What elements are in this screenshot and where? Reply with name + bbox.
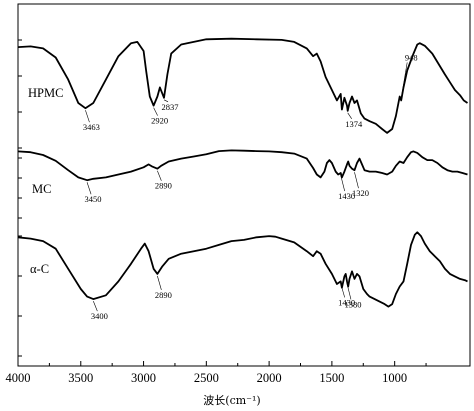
peak-leader [157, 170, 162, 181]
peak-label: 948 [405, 52, 418, 62]
peak-label: 1430 [338, 191, 355, 201]
peak-leader [163, 99, 169, 103]
peak-leader [85, 110, 90, 123]
x-axis: 4000 3500 3000 2500 2000 1500 1000 [6, 361, 427, 385]
x-tick-label: 1000 [382, 371, 407, 385]
peak-label: 2837 [162, 102, 179, 112]
peak-label: 2890 [155, 290, 172, 300]
peak-label: 3400 [91, 311, 108, 321]
peak-label: 1374 [345, 119, 363, 129]
peak-label: 1430 [338, 297, 355, 307]
peak-label: 1380 [344, 299, 361, 309]
x-tick-label: 3000 [131, 371, 156, 385]
peak-leader [354, 172, 359, 189]
peak-label: 3463 [83, 122, 100, 132]
x-tick-label: 1500 [319, 371, 344, 385]
x-tick-label: 3500 [68, 371, 93, 385]
series-line-2 [17, 149, 468, 182]
peak-leader [153, 107, 158, 116]
peak-label: 2890 [155, 181, 172, 191]
peak-leader [340, 283, 345, 298]
peak-leader [347, 112, 352, 119]
series-label-3: α-C [30, 262, 49, 276]
x-axis-title: 波长(cm⁻¹) [203, 394, 260, 407]
series-line-3 [17, 231, 468, 308]
peak-label: 3450 [85, 194, 102, 204]
peak-label: 1320 [352, 188, 369, 198]
peak-leader [86, 182, 92, 195]
x-tick-label: 2000 [257, 371, 282, 385]
plot-frame [17, 3, 471, 367]
peak-leader [400, 62, 408, 99]
peak-leader [346, 283, 352, 300]
series-line-1 [17, 37, 469, 134]
x-tick-label: 4000 [6, 371, 31, 385]
x-tick-label: 2500 [194, 371, 219, 385]
peak-label: 2920 [151, 116, 168, 126]
annotation-layer: 3463292028371374948345028901430132034002… [83, 52, 418, 321]
peak-leader [340, 174, 345, 192]
series-label-2: MC [32, 182, 51, 196]
peak-leader [157, 275, 162, 290]
series-label-1: HPMC [28, 86, 63, 100]
series-layer: HPMC MC α-C [17, 37, 469, 308]
peak-leader [93, 300, 98, 312]
plot-border [17, 3, 471, 367]
